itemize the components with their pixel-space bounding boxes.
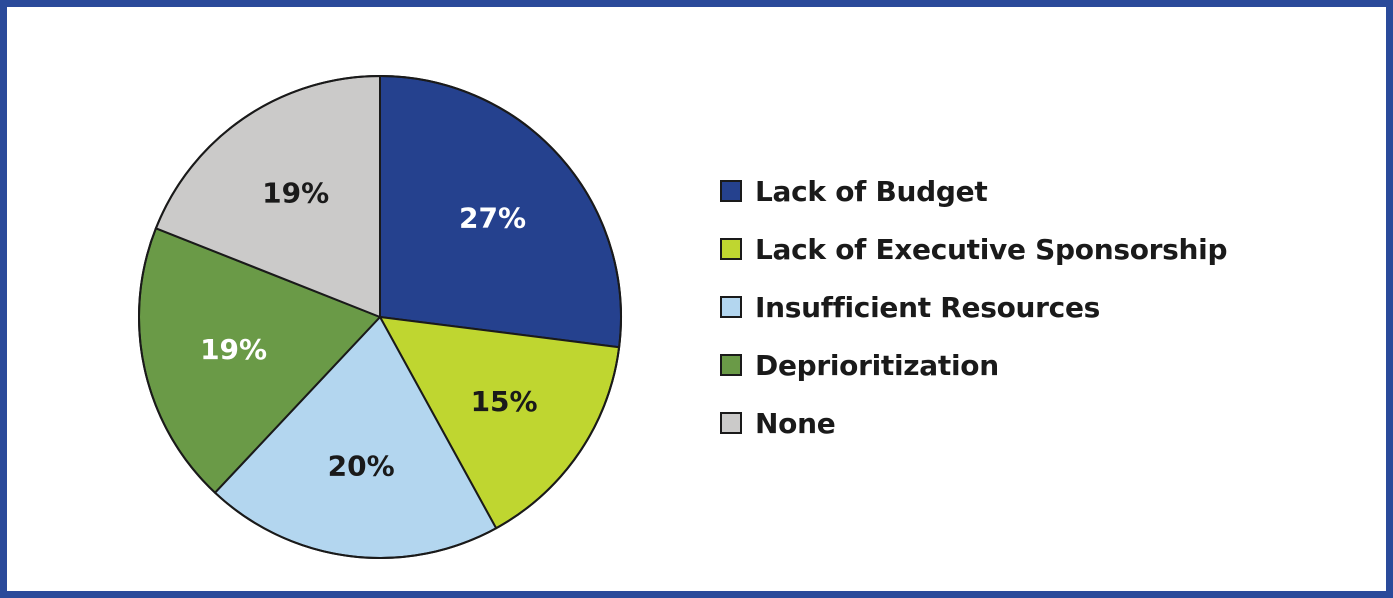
pie-slice-label: 15% bbox=[471, 385, 538, 418]
pie-slice-labels: 27% 15% 20% 19% 19% bbox=[200, 176, 538, 482]
legend-label: Lack of Executive Sponsorship bbox=[755, 232, 1228, 266]
legend-item-insufficient-resources: Insufficient Resources bbox=[720, 278, 1227, 336]
legend-label: Deprioritization bbox=[755, 348, 999, 382]
pie-slice-label: 20% bbox=[328, 449, 395, 482]
pie-slices bbox=[138, 75, 622, 559]
legend-item-deprioritization: Deprioritization bbox=[720, 336, 1227, 394]
legend-label: None bbox=[755, 406, 836, 440]
legend-swatch bbox=[720, 296, 742, 318]
pie-slice-label: 19% bbox=[262, 176, 329, 209]
legend-swatch bbox=[720, 238, 742, 260]
legend-swatch bbox=[720, 180, 742, 202]
legend: Lack of Budget Lack of Executive Sponsors… bbox=[720, 162, 1227, 452]
pie-outline bbox=[138, 75, 622, 559]
legend-item-none: None bbox=[720, 394, 1227, 452]
legend-label: Insufficient Resources bbox=[755, 290, 1101, 324]
legend-item-lack-of-executive-sponsorship: Lack of Executive Sponsorship bbox=[720, 220, 1227, 278]
legend-swatch bbox=[720, 412, 742, 434]
pie-slice-label: 19% bbox=[200, 333, 267, 366]
legend-item-lack-of-budget: Lack of Budget bbox=[720, 162, 1227, 220]
legend-label: Lack of Budget bbox=[755, 174, 988, 208]
legend-swatch bbox=[720, 354, 742, 376]
pie-slice-label: 27% bbox=[459, 201, 526, 234]
